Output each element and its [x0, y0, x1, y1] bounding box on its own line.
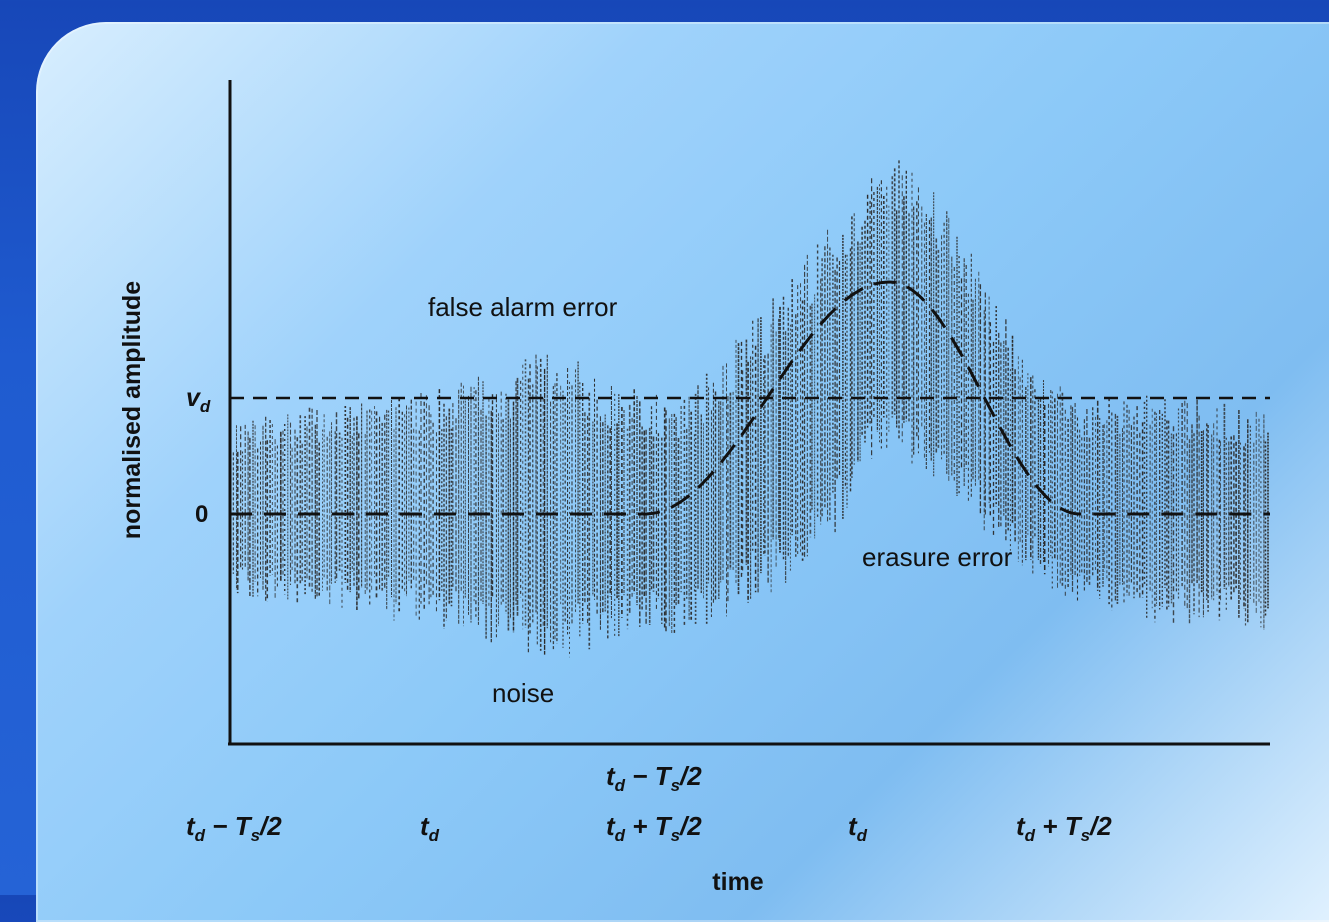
- x-tick-label-4-tsub: d: [857, 826, 868, 845]
- x-axis-title: time: [712, 868, 764, 895]
- x-tick-label-1-tsub: d: [195, 826, 206, 845]
- x-tick-label-5-Tsub: s: [1081, 826, 1090, 845]
- y-tick-label-zero: 0: [195, 501, 208, 528]
- x-tick-label-3-Tsub: s: [671, 826, 680, 845]
- x-tick-label-5-tsub: d: [1025, 826, 1036, 845]
- annotation-noise: noise: [492, 678, 554, 708]
- x-tick-label-5: td + Ts/2: [1016, 811, 1112, 845]
- y-tick-label-vd: vd: [186, 384, 211, 416]
- x-tick-label-row1-div: /2: [679, 761, 702, 791]
- x-tick-label-1-t: t: [186, 811, 196, 841]
- annotation-erasure: erasure error: [862, 542, 1013, 572]
- x-tick-label-1: td − Ts/2: [186, 811, 282, 845]
- x-tick-label-3-div: /2: [679, 811, 702, 841]
- slide-panel: [36, 22, 1329, 922]
- x-tick-label-row1-Tsub: s: [671, 776, 680, 795]
- x-tick-label-3-t: t: [606, 811, 616, 841]
- x-tick-label-5-op: + T: [1035, 811, 1083, 841]
- x-tick-label-4: td: [848, 811, 868, 845]
- x-tick-label-row1: td − Ts/2: [606, 761, 702, 795]
- y-tick-label-vd-main: v: [186, 384, 202, 412]
- y-axis-title: normalised amplitude: [118, 281, 146, 539]
- x-tick-label-row1-t: t: [606, 761, 616, 791]
- annotation-false-alarm: false alarm error: [428, 292, 618, 322]
- x-tick-label-3: td + Ts/2: [606, 811, 702, 845]
- x-tick-label-1-op: − T: [205, 811, 253, 841]
- x-tick-label-3-op: + T: [625, 811, 673, 841]
- x-tick-label-4-t: t: [848, 811, 858, 841]
- x-tick-label-2: td: [420, 811, 440, 845]
- y-tick-label-vd-sub: d: [200, 397, 211, 416]
- x-tick-label-2-tsub: d: [429, 826, 440, 845]
- x-tick-label-5-div: /2: [1089, 811, 1112, 841]
- x-tick-label-5-t: t: [1016, 811, 1026, 841]
- x-tick-label-2-t: t: [420, 811, 430, 841]
- noise-signal-chart: normalised amplitude vd 0 false alarm er…: [118, 80, 1270, 895]
- x-tick-label-1-Tsub: s: [251, 826, 260, 845]
- x-tick-label-1-div: /2: [259, 811, 282, 841]
- signal-pulse-line: [230, 280, 1270, 516]
- x-tick-label-row1-op: − T: [625, 761, 673, 791]
- x-tick-label-row1-tsub: d: [615, 776, 626, 795]
- noise-trace: [229, 160, 1269, 658]
- x-tick-label-3-tsub: d: [615, 826, 626, 845]
